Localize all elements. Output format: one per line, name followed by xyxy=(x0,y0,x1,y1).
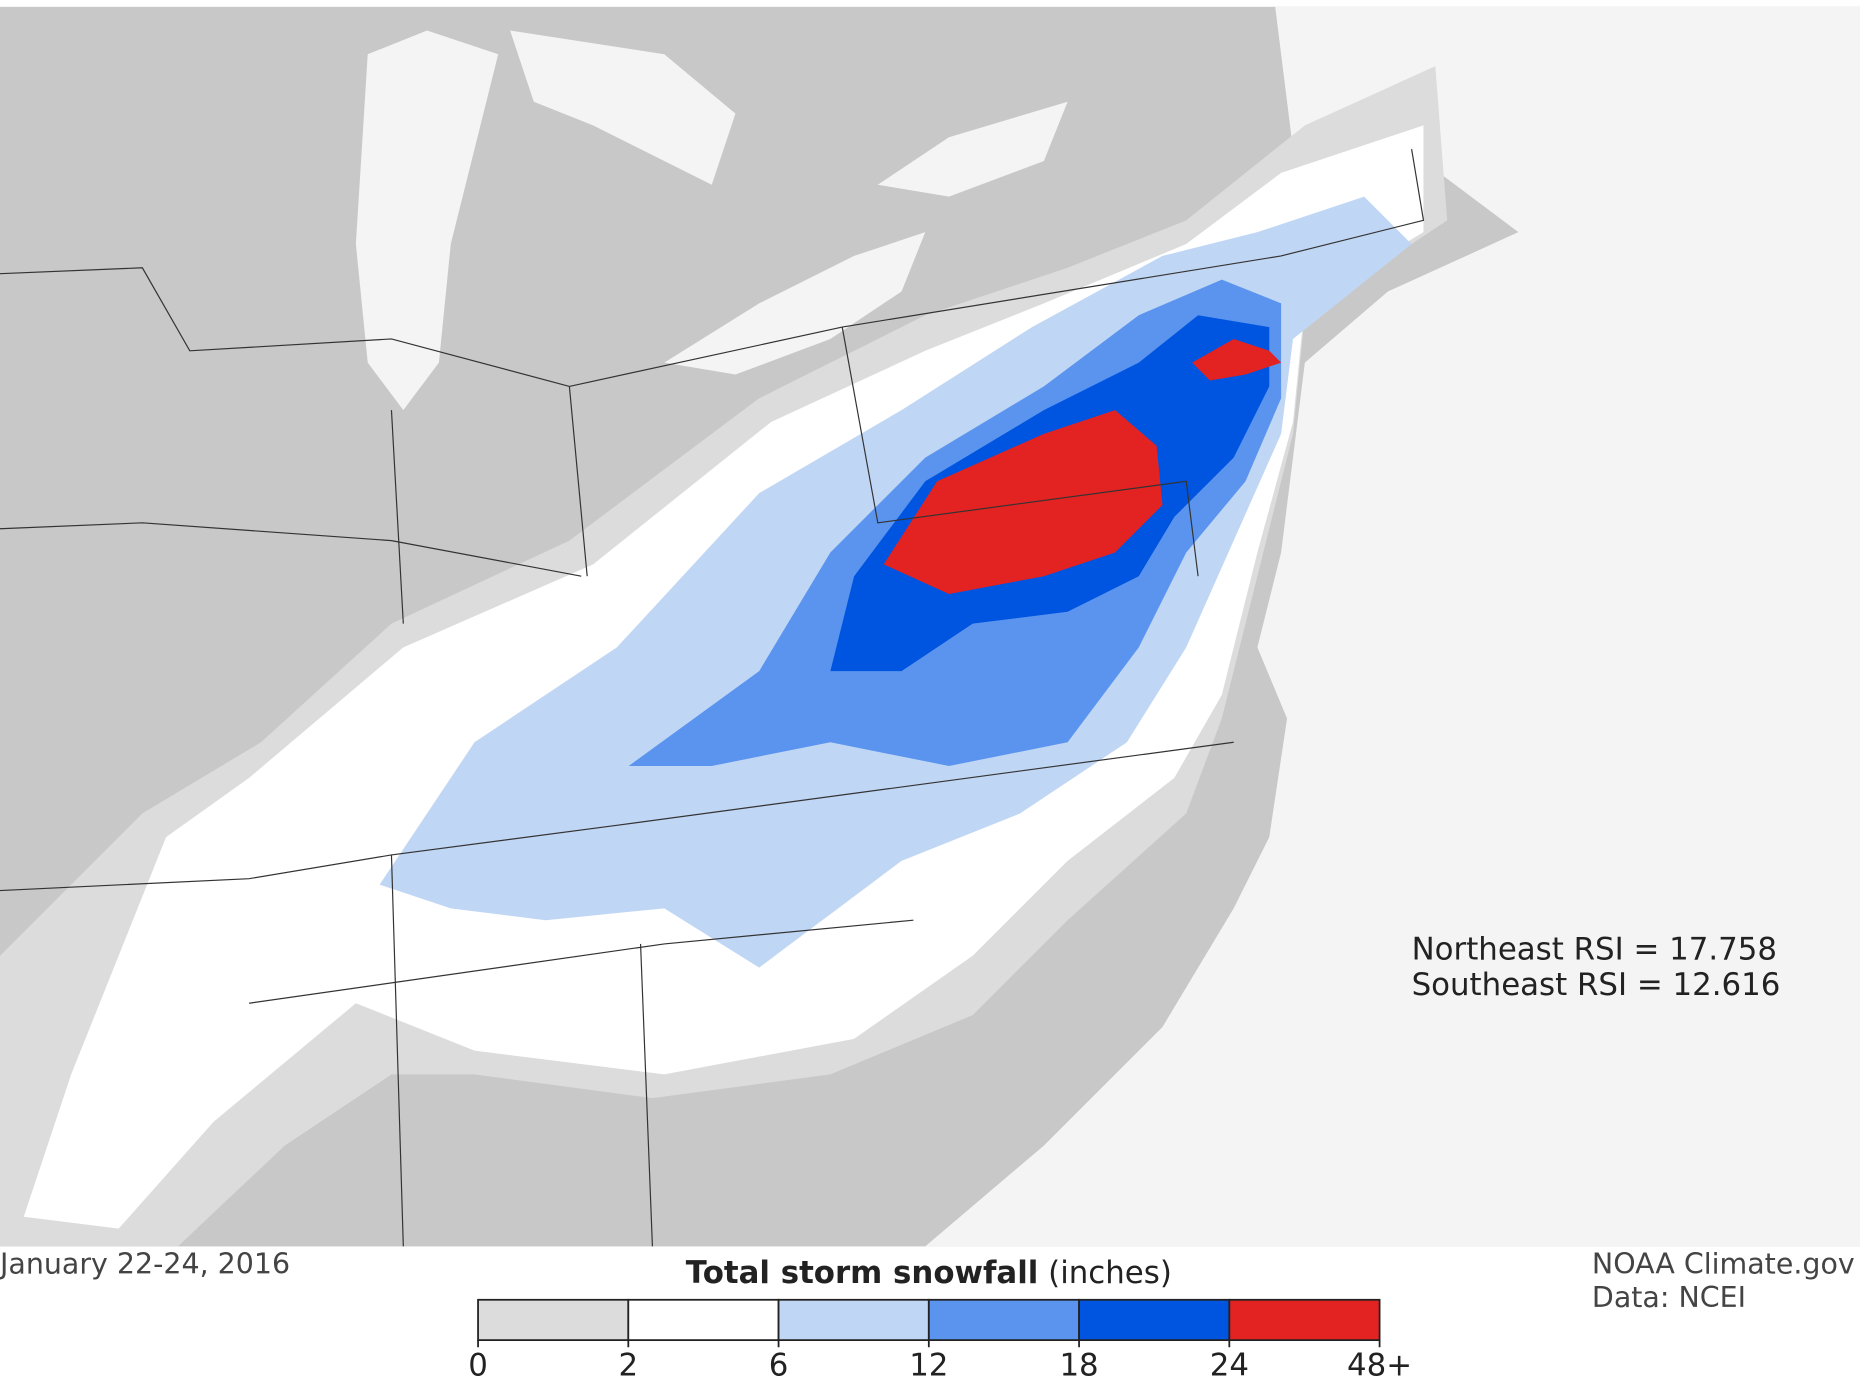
legend-tick-label: 2 xyxy=(618,1348,638,1384)
legend-units: (inches) xyxy=(1048,1255,1172,1291)
band-24-48 xyxy=(883,410,1163,594)
band-24-48-nyc xyxy=(1192,338,1282,381)
legend-tick-label: 6 xyxy=(769,1348,789,1384)
legend-bin xyxy=(627,1298,780,1342)
lake-michigan xyxy=(355,30,499,411)
legend-bin xyxy=(927,1298,1080,1342)
legend-tick-label: 12 xyxy=(909,1348,948,1384)
lake-erie xyxy=(664,232,926,375)
legend: 0 2 6 12 18 24 48+ xyxy=(468,1298,1412,1384)
rsi-annotation: Northeast RSI = 17.758 xyxy=(1412,931,1777,967)
legend-title-main: Total storm snowfall xyxy=(686,1255,1039,1291)
date: January 22-24, 2016 xyxy=(0,1248,290,1281)
legend-tick-label: 48+ xyxy=(1347,1348,1412,1384)
legend-bin xyxy=(1228,1298,1381,1342)
legend-tick-label: 24 xyxy=(1210,1348,1249,1384)
rsi-annotation: Southeast RSI = 12.616 xyxy=(1412,967,1781,1003)
state-borders xyxy=(0,149,1425,1247)
legend-bin xyxy=(477,1298,630,1342)
legend-bin xyxy=(777,1298,930,1342)
ocean xyxy=(925,6,1860,1247)
legend-tick-label: 0 xyxy=(468,1348,488,1384)
snow-bands xyxy=(0,66,1448,1247)
legend-tick-label: 18 xyxy=(1059,1348,1098,1384)
legend-bin xyxy=(1078,1298,1231,1342)
lake-huron xyxy=(510,30,736,185)
source: Data: NCEI xyxy=(1592,1281,1746,1314)
legend-title: Total storm snowfall (inches) xyxy=(686,1255,1172,1291)
credit: NOAA Climate.gov xyxy=(1592,1248,1855,1281)
lake-ontario xyxy=(877,101,1068,197)
